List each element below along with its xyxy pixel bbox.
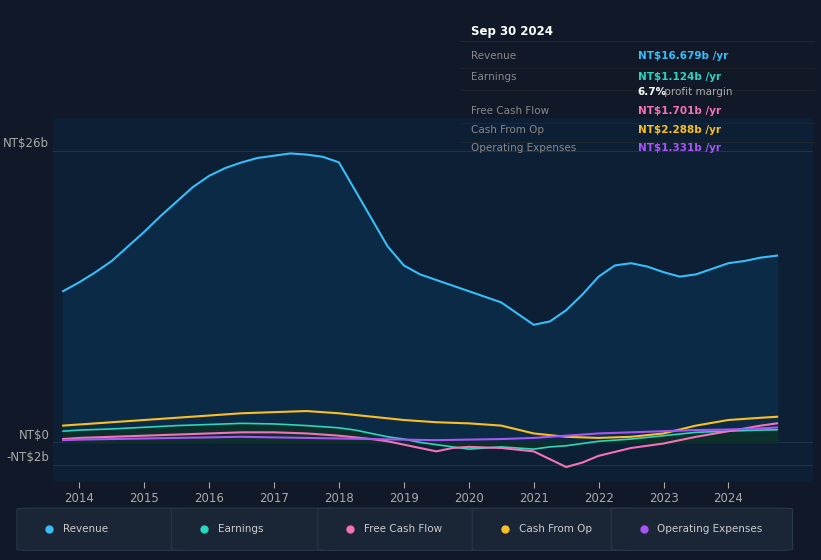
Text: Operating Expenses: Operating Expenses [470, 143, 576, 153]
Text: NT$16.679b /yr: NT$16.679b /yr [637, 50, 727, 60]
Text: 6.7%: 6.7% [637, 87, 667, 97]
Text: Cash From Op: Cash From Op [470, 124, 544, 134]
Text: -NT$2b: -NT$2b [7, 451, 49, 464]
Text: Free Cash Flow: Free Cash Flow [470, 106, 548, 116]
Text: Earnings: Earnings [470, 72, 516, 82]
Text: Sep 30 2024: Sep 30 2024 [470, 25, 553, 38]
Text: NT$2.288b /yr: NT$2.288b /yr [637, 124, 721, 134]
FancyBboxPatch shape [17, 508, 183, 550]
FancyBboxPatch shape [611, 508, 792, 550]
Text: Revenue: Revenue [470, 50, 516, 60]
Text: NT$26b: NT$26b [3, 137, 49, 151]
FancyBboxPatch shape [172, 508, 337, 550]
Text: NT$1.331b /yr: NT$1.331b /yr [637, 143, 721, 153]
Text: Revenue: Revenue [63, 524, 108, 534]
Text: Cash From Op: Cash From Op [519, 524, 592, 534]
Text: Earnings: Earnings [218, 524, 263, 534]
Text: NT$1.701b /yr: NT$1.701b /yr [637, 106, 721, 116]
Text: profit margin: profit margin [661, 87, 732, 97]
FancyBboxPatch shape [318, 508, 484, 550]
Text: Operating Expenses: Operating Expenses [658, 524, 763, 534]
FancyBboxPatch shape [472, 508, 638, 550]
Text: Free Cash Flow: Free Cash Flow [365, 524, 443, 534]
Text: NT$0: NT$0 [18, 428, 49, 442]
Text: NT$1.124b /yr: NT$1.124b /yr [637, 72, 721, 82]
